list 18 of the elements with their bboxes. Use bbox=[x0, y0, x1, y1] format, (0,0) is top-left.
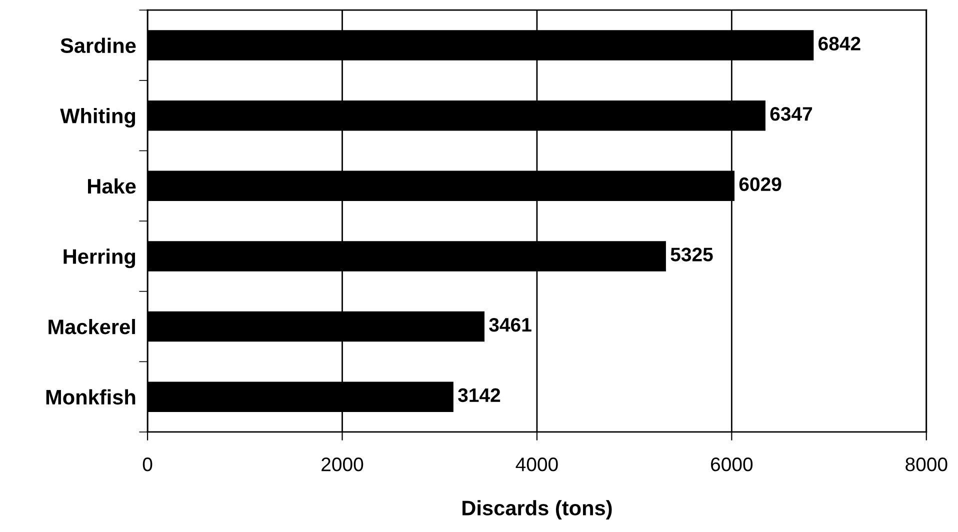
x-tick-label: 0 bbox=[142, 457, 152, 472]
y-tick-label: Hake bbox=[88, 178, 136, 194]
data-label: 6029 bbox=[739, 177, 782, 192]
data-label: 5325 bbox=[670, 248, 713, 262]
x-tick-label: 4000 bbox=[516, 457, 558, 472]
x-tick-label: 6000 bbox=[711, 457, 753, 472]
data-label: 6347 bbox=[770, 107, 812, 121]
y-tick-label: Herring bbox=[64, 248, 136, 268]
data-label: 3461 bbox=[489, 318, 532, 332]
y-tick-label: Mackerel bbox=[48, 318, 135, 334]
x-tick-label: 8000 bbox=[906, 457, 948, 472]
x-axis-title: Discards (tons) bbox=[462, 500, 612, 520]
x-tick-label: 2000 bbox=[322, 457, 364, 472]
y-tick-label: Monkfish bbox=[46, 389, 136, 405]
data-label: 6842 bbox=[818, 36, 860, 50]
y-tick-label: Whiting bbox=[60, 108, 136, 128]
y-tick-label: Sardine bbox=[60, 38, 136, 54]
data-label: 3142 bbox=[458, 388, 500, 402]
